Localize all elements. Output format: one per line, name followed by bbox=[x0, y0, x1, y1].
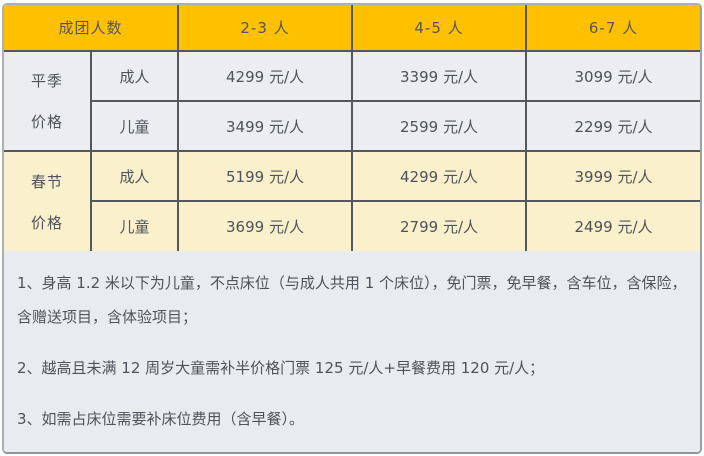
table-row-festival-child: 儿童 3699 元/人 2799 元/人 2499 元/人 bbox=[4, 200, 700, 252]
row-group-offseason: 平季 价格 bbox=[4, 50, 92, 152]
header-col-4-5: 4-5 人 bbox=[351, 5, 527, 52]
price-cell: 4299 元/人 bbox=[177, 50, 353, 102]
price-cell: 2499 元/人 bbox=[525, 200, 700, 252]
table-row-festival-adult: 春节 价格 成人 5199 元/人 4299 元/人 3999 元/人 bbox=[4, 150, 700, 252]
price-cell: 3499 元/人 bbox=[177, 100, 353, 152]
pricing-table: 成团人数 2-3 人 4-5 人 6-7 人 平季 价格 成人 4299 元/人… bbox=[4, 5, 700, 252]
price-cell: 2599 元/人 bbox=[351, 100, 527, 152]
row-label-child: 儿童 bbox=[90, 200, 179, 252]
price-cell: 2799 元/人 bbox=[351, 200, 527, 252]
price-cell: 3699 元/人 bbox=[177, 200, 353, 252]
table-row-offseason-adult: 平季 价格 成人 4299 元/人 3399 元/人 3099 元/人 bbox=[4, 50, 700, 152]
price-cell: 5199 元/人 bbox=[177, 150, 353, 202]
price-cell: 2299 元/人 bbox=[525, 100, 700, 152]
price-cell: 3399 元/人 bbox=[351, 50, 527, 102]
header-col-6-7: 6-7 人 bbox=[525, 5, 700, 52]
note-bed-fee: 3、如需占床位需要补床位费用（含早餐）。 bbox=[17, 410, 305, 428]
price-cell: 4299 元/人 bbox=[351, 150, 527, 202]
row-label-adult: 成人 bbox=[90, 150, 179, 202]
note-child-policy: 1、身高 1.2 米以下为儿童，不点床位（与成人共用 1 个床位），免门票，免早… bbox=[17, 274, 687, 326]
header-col-2-3: 2-3 人 bbox=[177, 5, 353, 52]
group-name-line: 春节 bbox=[30, 172, 63, 191]
note-older-child-fees: 2、越高且未满 12 周岁大童需补半价格门票 125 元/人+早餐费用 120 … bbox=[17, 359, 545, 377]
row-label-child: 儿童 bbox=[90, 100, 179, 152]
table-header-row: 成团人数 2-3 人 4-5 人 6-7 人 bbox=[4, 5, 700, 52]
price-cell: 3999 元/人 bbox=[525, 150, 700, 202]
pricing-panel: 成团人数 2-3 人 4-5 人 6-7 人 平季 价格 成人 4299 元/人… bbox=[2, 3, 702, 454]
row-label-adult: 成人 bbox=[90, 50, 179, 102]
header-group-size: 成团人数 bbox=[4, 5, 179, 52]
table-row-offseason-child: 儿童 3499 元/人 2599 元/人 2299 元/人 bbox=[4, 100, 700, 152]
group-name-line: 平季 bbox=[30, 72, 63, 90]
row-group-festival: 春节 价格 bbox=[4, 150, 92, 252]
group-name-line: 价格 bbox=[30, 113, 63, 131]
price-cell: 3099 元/人 bbox=[525, 50, 700, 102]
group-name-line: 价格 bbox=[30, 213, 63, 232]
notes-section: 1、身高 1.2 米以下为儿童，不点床位（与成人共用 1 个床位），免门票，免早… bbox=[4, 251, 700, 452]
